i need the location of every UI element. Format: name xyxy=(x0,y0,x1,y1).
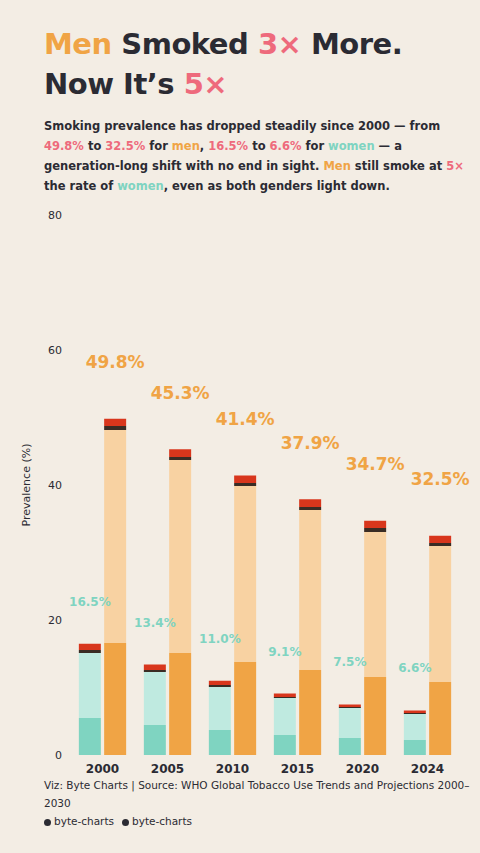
svg-text:80: 80 xyxy=(48,209,62,222)
html-text:byte-charts: byte-charts xyxy=(54,815,114,827)
html-text:Now It’s 5×: Now It’s 5× xyxy=(44,67,228,101)
svg-text:2010: 2010 xyxy=(216,762,249,776)
svg-text:37.9%: 37.9% xyxy=(281,433,340,453)
svg-text:Prevalence (%): Prevalence (%) xyxy=(20,444,33,527)
svg-text:2000: 2000 xyxy=(86,762,119,776)
html-text:byte-charts: byte-charts xyxy=(132,815,192,827)
svg-text:40: 40 xyxy=(48,479,62,492)
html-text:generation-long shift with no: generation-long shift with no end in sig… xyxy=(44,159,464,173)
svg-text:2024: 2024 xyxy=(411,762,444,776)
html-text:Men Smoked 3× More.: Men Smoked 3× More. xyxy=(44,27,403,61)
svg-text:20: 20 xyxy=(48,614,62,627)
svg-text:2020: 2020 xyxy=(346,762,379,776)
svg-text:32.5%: 32.5% xyxy=(411,469,470,489)
html-text:Smoking prevalence has dropped: Smoking prevalence has dropped steadily … xyxy=(44,119,441,133)
svg-text:2015: 2015 xyxy=(281,762,314,776)
svg-text:41.4%: 41.4% xyxy=(216,409,275,429)
html-text:Viz: Byte Charts | Source: WHO: Viz: Byte Charts | Source: WHO Global To… xyxy=(44,779,470,809)
svg-text:34.7%: 34.7% xyxy=(346,454,405,474)
svg-text:2005: 2005 xyxy=(151,762,184,776)
svg-text:49.8%: 49.8% xyxy=(86,352,145,372)
html-text:49.8% to 32.5% for men, 16.5%: 49.8% to 32.5% for men, 16.5% to 6.6% fo… xyxy=(44,139,402,153)
svg-text:16.5%: 16.5% xyxy=(69,595,111,609)
svg-text:7.5%: 7.5% xyxy=(333,655,366,669)
svg-text:0: 0 xyxy=(55,749,62,762)
svg-text:11.0%: 11.0% xyxy=(199,632,241,646)
svg-text:9.1%: 9.1% xyxy=(268,645,301,659)
svg-text:13.4%: 13.4% xyxy=(134,616,176,630)
html-text:the rate of women, even as bot: the rate of women, even as both genders … xyxy=(44,179,390,193)
svg-text:60: 60 xyxy=(48,344,62,357)
svg-text:45.3%: 45.3% xyxy=(151,383,210,403)
svg-text:6.6%: 6.6% xyxy=(398,661,431,675)
